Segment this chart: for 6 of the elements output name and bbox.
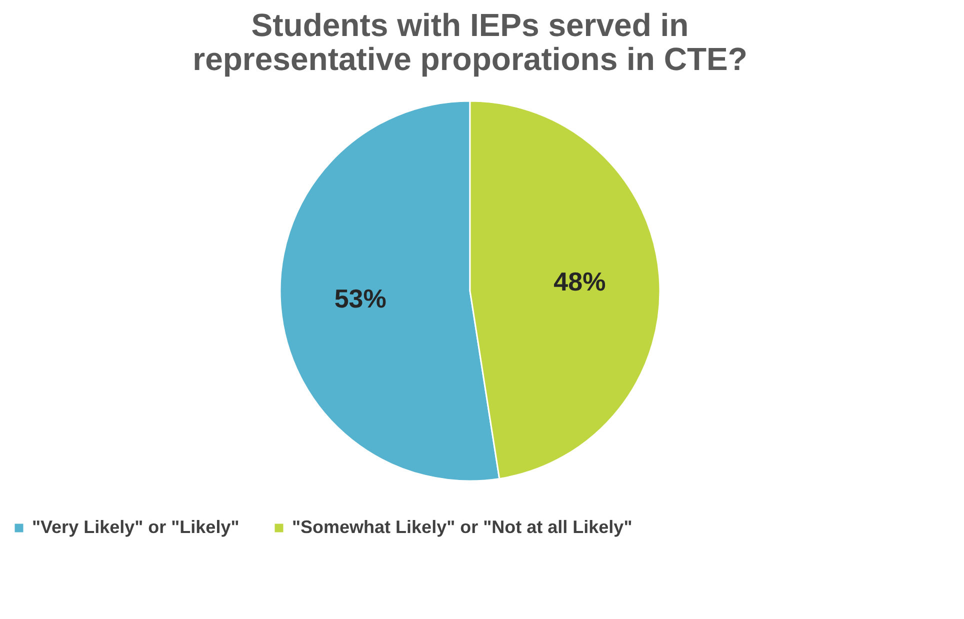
text: Students with IEPs served in bbox=[251, 7, 689, 43]
text: representative proporations in CTE? bbox=[192, 41, 748, 77]
data-label: 48% bbox=[554, 266, 606, 296]
data-label: 53% bbox=[334, 284, 386, 314]
legend-label: "Very Likely" or "Likely" bbox=[32, 517, 240, 537]
legend-label: "Somewhat Likely" or "Not at all Likely" bbox=[292, 517, 632, 537]
